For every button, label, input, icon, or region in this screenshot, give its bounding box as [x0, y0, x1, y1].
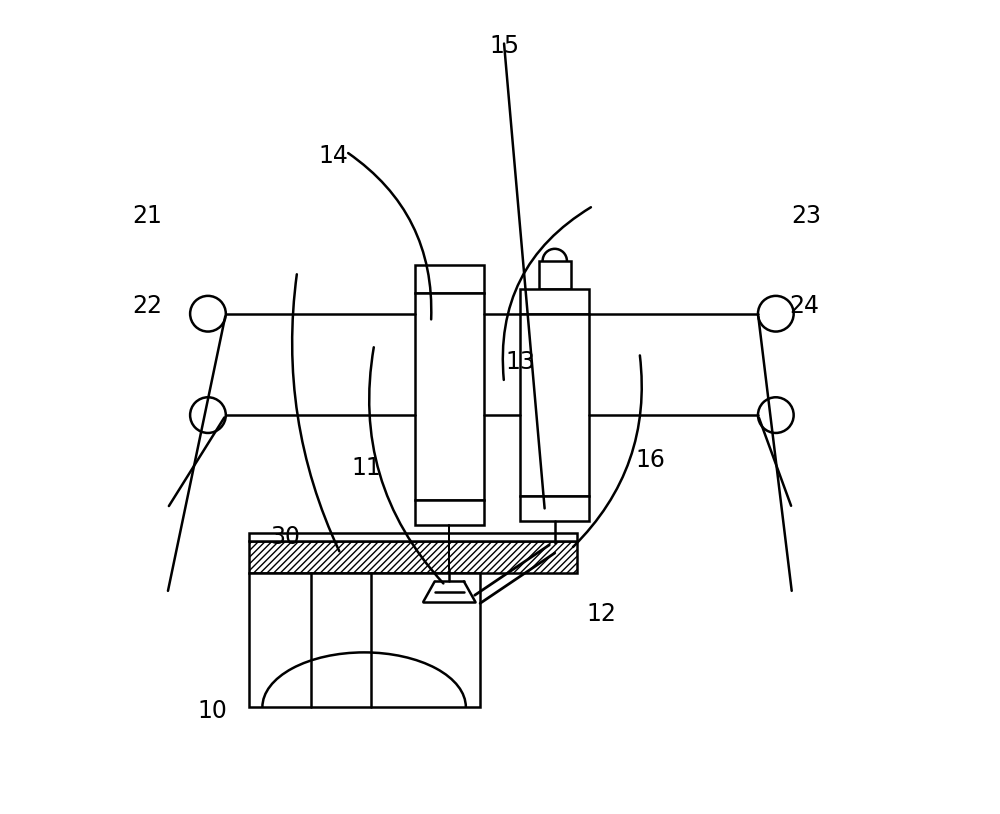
- Circle shape: [190, 295, 226, 331]
- Text: 11: 11: [351, 456, 381, 479]
- Bar: [520, 497, 589, 521]
- Bar: [520, 289, 589, 313]
- Circle shape: [758, 397, 794, 433]
- Bar: [415, 293, 484, 501]
- Bar: [249, 532, 577, 540]
- Circle shape: [544, 542, 565, 563]
- Bar: [415, 501, 484, 525]
- Text: 14: 14: [319, 143, 349, 168]
- Bar: [249, 573, 480, 707]
- Text: 13: 13: [505, 350, 535, 374]
- Circle shape: [543, 249, 567, 274]
- Bar: [415, 265, 484, 293]
- Text: 23: 23: [792, 204, 822, 229]
- Bar: [520, 313, 589, 497]
- Bar: [539, 261, 571, 289]
- Text: 30: 30: [270, 525, 300, 549]
- Text: 12: 12: [586, 602, 616, 626]
- Text: 16: 16: [635, 448, 665, 472]
- Text: 21: 21: [132, 204, 162, 229]
- Circle shape: [190, 397, 226, 433]
- Text: 10: 10: [197, 699, 227, 723]
- Bar: [249, 540, 577, 573]
- Text: 15: 15: [489, 34, 519, 58]
- Text: 22: 22: [132, 294, 162, 317]
- Circle shape: [758, 295, 794, 331]
- Text: 24: 24: [789, 294, 819, 317]
